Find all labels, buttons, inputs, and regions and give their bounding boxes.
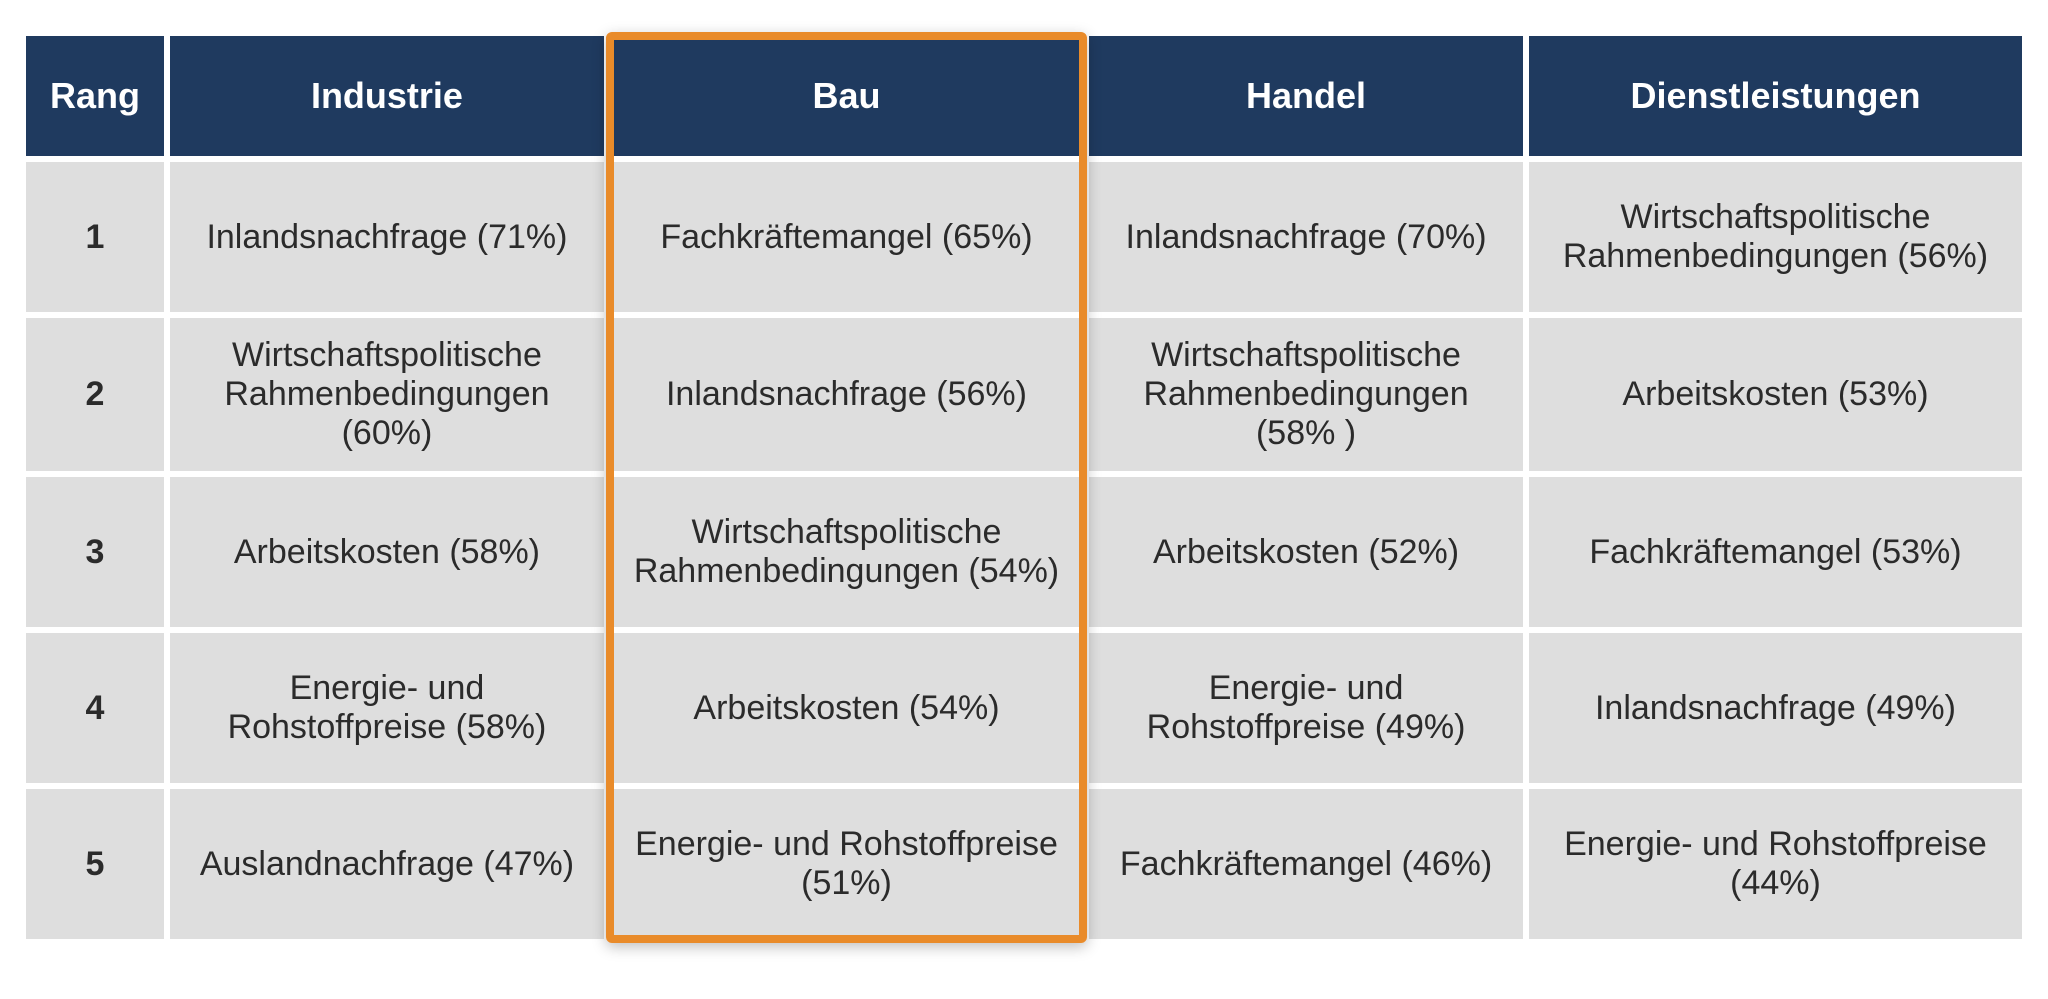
cell-dienstleistungen: Wirtschaftspolitische Rahmenbedingungen …: [1529, 162, 2022, 312]
risk-ranking-table: RangIndustrieBauHandelDienstleistungen 1…: [20, 30, 2028, 945]
cell-bau: Energie- und Rohstoffpreise (51%): [610, 789, 1083, 939]
col-header-bau: Bau: [610, 36, 1083, 156]
cell-handel: Fachkräftemangel (46%): [1089, 789, 1523, 939]
table-viewport: RangIndustrieBauHandelDienstleistungen 1…: [0, 0, 2048, 999]
cell-handel: Arbeitskosten (52%): [1089, 477, 1523, 627]
table-row: 1Inlandsnachfrage (71%)Fachkräftemangel …: [26, 162, 2022, 312]
table-row: 2Wirtschaftspolitische Rahmenbedingungen…: [26, 318, 2022, 471]
cell-bau: Inlandsnachfrage (56%): [610, 318, 1083, 471]
table-row: 4Energie- und Rohstoffpreise (58%)Arbeit…: [26, 633, 2022, 783]
table-header-row: RangIndustrieBauHandelDienstleistungen: [26, 36, 2022, 156]
cell-dienstleistungen: Energie- und Rohstoffpreise (44%): [1529, 789, 2022, 939]
cell-industrie: Auslandnachfrage (47%): [170, 789, 604, 939]
cell-rang: 5: [26, 789, 164, 939]
cell-rang: 4: [26, 633, 164, 783]
cell-bau: Wirtschaftspolitische Rahmenbedingungen …: [610, 477, 1083, 627]
cell-industrie: Energie- und Rohstoffpreise (58%): [170, 633, 604, 783]
cell-industrie: Inlandsnachfrage (71%): [170, 162, 604, 312]
cell-industrie: Arbeitskosten (58%): [170, 477, 604, 627]
col-header-dienstleistungen: Dienstleistungen: [1529, 36, 2022, 156]
table-row: 5Auslandnachfrage (47%)Energie- und Rohs…: [26, 789, 2022, 939]
table-head: RangIndustrieBauHandelDienstleistungen: [26, 36, 2022, 156]
col-header-industrie: Industrie: [170, 36, 604, 156]
cell-dienstleistungen: Arbeitskosten (53%): [1529, 318, 2022, 471]
cell-rang: 1: [26, 162, 164, 312]
col-header-handel: Handel: [1089, 36, 1523, 156]
table-body: 1Inlandsnachfrage (71%)Fachkräftemangel …: [26, 162, 2022, 939]
cell-dienstleistungen: Inlandsnachfrage (49%): [1529, 633, 2022, 783]
col-header-rang: Rang: [26, 36, 164, 156]
cell-dienstleistungen: Fachkräftemangel (53%): [1529, 477, 2022, 627]
cell-handel: Energie- und Rohstoffpreise (49%): [1089, 633, 1523, 783]
cell-handel: Wirtschaftspolitische Rahmenbedingungen …: [1089, 318, 1523, 471]
cell-industrie: Wirtschaftspolitische Rahmenbedingungen …: [170, 318, 604, 471]
cell-handel: Inlandsnachfrage (70%): [1089, 162, 1523, 312]
cell-bau: Arbeitskosten (54%): [610, 633, 1083, 783]
cell-bau: Fachkräftemangel (65%): [610, 162, 1083, 312]
table-row: 3Arbeitskosten (58%)Wirtschaftspolitisch…: [26, 477, 2022, 627]
cell-rang: 2: [26, 318, 164, 471]
cell-rang: 3: [26, 477, 164, 627]
